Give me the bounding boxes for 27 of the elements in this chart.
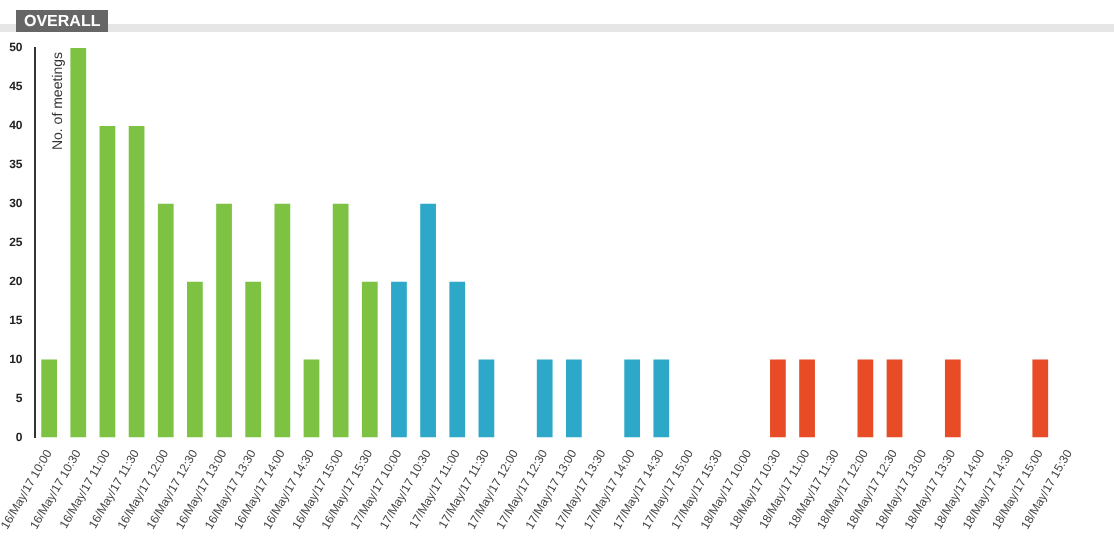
bar	[886, 359, 903, 438]
bar	[41, 359, 57, 438]
bar	[157, 203, 174, 438]
bar	[449, 281, 466, 438]
bar	[799, 359, 815, 438]
bar	[245, 281, 262, 438]
bar	[770, 359, 786, 438]
bar	[565, 359, 582, 438]
bar	[478, 359, 495, 438]
bar	[391, 281, 407, 438]
bar	[274, 203, 291, 438]
bar	[420, 203, 436, 438]
bar	[216, 203, 232, 438]
bar	[70, 48, 87, 438]
bar	[653, 359, 670, 438]
bar	[536, 359, 553, 438]
chart-title: OVERALL	[16, 10, 109, 32]
bar	[303, 359, 320, 438]
bar	[624, 359, 641, 438]
bar	[1032, 359, 1049, 438]
bar	[944, 359, 961, 438]
bar	[332, 203, 349, 438]
bar	[99, 125, 116, 438]
bar	[361, 281, 378, 438]
bar	[857, 359, 874, 438]
bar	[187, 281, 203, 438]
bar	[128, 125, 145, 438]
